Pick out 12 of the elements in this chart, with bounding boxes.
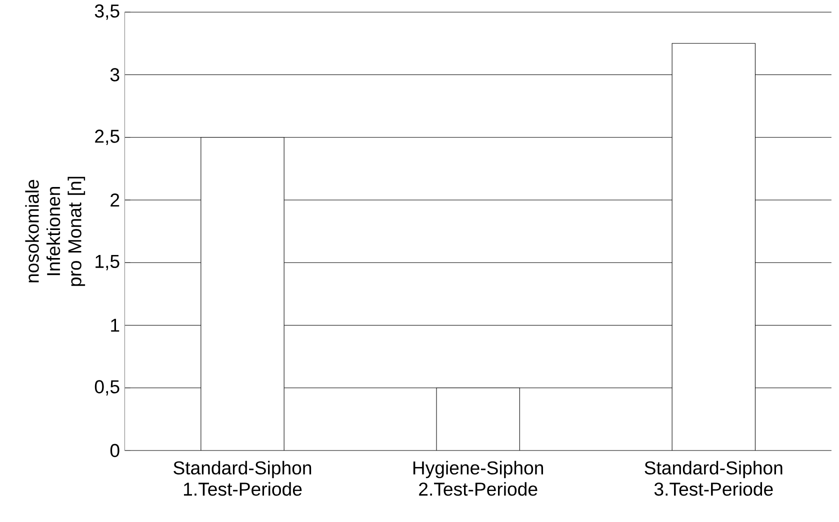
y-tick-label: 1,5 [96, 254, 120, 270]
y-tick-label: 0,5 [94, 380, 120, 396]
x-tick-label: Standard-Siphon 3.Test-Periode [644, 460, 782, 496]
y-tick-label: 2,5 [95, 130, 120, 145]
y-tick-label: 0 [110, 444, 120, 457]
y-tick-label: 2 [110, 193, 120, 206]
y-tick-label: 3,5 [94, 4, 120, 20]
y-tick-label: 3 [110, 68, 120, 82]
x-tick-label: Hygiene-Siphon 2.Test-Periode [413, 460, 544, 496]
x-tick-label: Standard-Siphon 1.Test-Periode [174, 460, 312, 496]
y-axis-title: nosokomiale Infektionen pro Monat [n] [25, 176, 86, 286]
y-tick-label: 1 [111, 318, 120, 332]
